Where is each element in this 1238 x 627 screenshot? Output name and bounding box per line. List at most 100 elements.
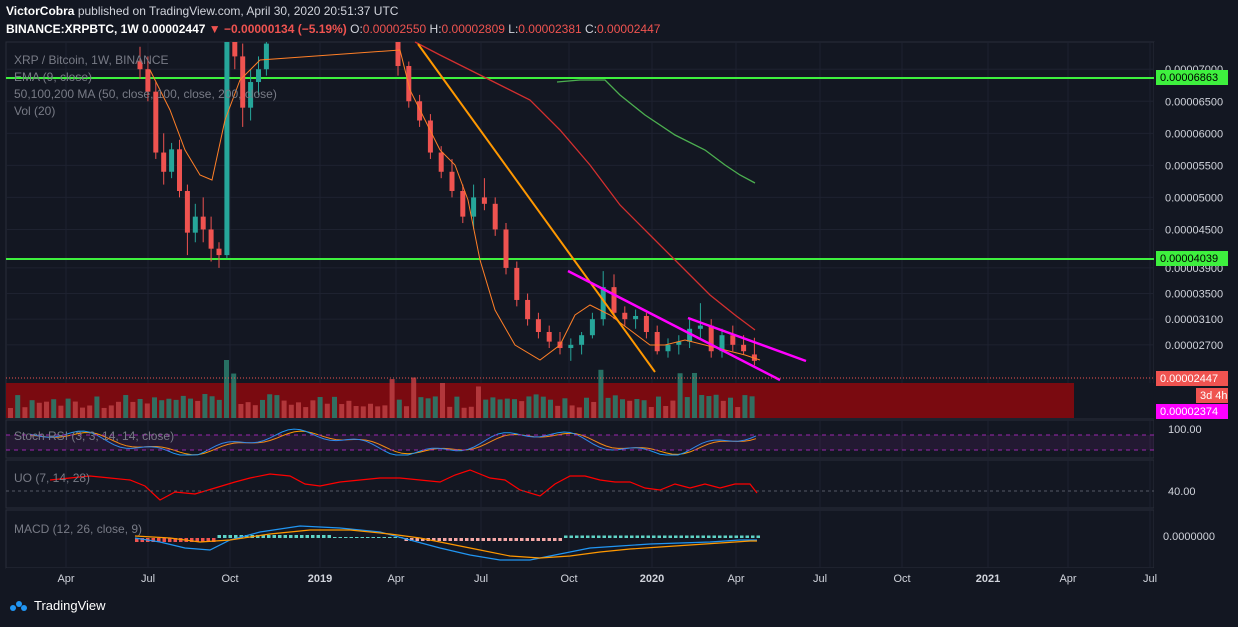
- candle-b-body-26: [676, 341, 682, 345]
- volume-bar-101: [735, 407, 741, 418]
- ma100-line: [556, 79, 756, 184]
- macd-bar: [201, 538, 205, 542]
- volume-bar-58: [425, 398, 431, 418]
- legend-title: XRP / Bitcoin, 1W, BINANCE: [14, 53, 169, 67]
- uo-pane[interactable]: [5, 459, 1155, 509]
- volume-bar-37: [274, 395, 280, 418]
- candle-b-body-3: [427, 120, 433, 153]
- volume-bar-20: [152, 397, 157, 418]
- volume-bar-73: [533, 394, 539, 418]
- volume-bar-99: [720, 400, 726, 418]
- macd-bar: [652, 535, 656, 538]
- macd-bar: [366, 537, 370, 538]
- volume-bar-29: [216, 399, 222, 418]
- author-name[interactable]: VictorCobra: [6, 4, 75, 18]
- volume-bar-8: [65, 398, 71, 418]
- macd-bar: [289, 535, 293, 538]
- volume-bar-32: [238, 404, 244, 418]
- price-change: −0.00000134 (−5.19%): [224, 22, 347, 36]
- macd-bar: [272, 535, 276, 538]
- macd-bar: [558, 538, 562, 541]
- macd-bar: [542, 538, 546, 541]
- open-value: 0.00002550: [362, 22, 427, 36]
- macd-bar: [157, 538, 161, 542]
- macd-bar: [602, 535, 606, 538]
- resistance-mid-label: 0.00004039: [1160, 253, 1218, 265]
- last-price-badge-label: 0.00002447: [1160, 373, 1218, 385]
- volume-bar-97: [706, 396, 712, 418]
- volume-bar-17: [130, 401, 136, 418]
- volume-bar-98: [713, 394, 719, 418]
- macd-bar: [696, 535, 700, 538]
- close-label: C:: [585, 22, 598, 36]
- macd-bar: [729, 535, 733, 538]
- volume-bar-62: [454, 396, 460, 418]
- brand-name[interactable]: TradingView: [34, 598, 106, 613]
- candle-b-body-8: [481, 197, 487, 204]
- macd-bar: [140, 538, 144, 542]
- price-scale[interactable]: [1154, 42, 1238, 570]
- volume-bar-4: [36, 402, 42, 418]
- ma50-line: [414, 41, 756, 331]
- candle-a-body-11: [224, 42, 230, 256]
- stoch-band: [6, 435, 1154, 450]
- macd-bar: [619, 535, 623, 538]
- candle-b-body-32: [741, 344, 747, 352]
- volume-bar-72: [526, 396, 532, 418]
- macd-bar: [646, 535, 650, 538]
- macd-bar: [382, 537, 386, 538]
- stoch-pane[interactable]: [5, 419, 1155, 459]
- macd-bar: [162, 538, 166, 542]
- macd-bar: [597, 535, 601, 538]
- macd-bar: [245, 535, 249, 538]
- volume-bar-93: [677, 373, 683, 418]
- volume-bar-23: [173, 399, 179, 418]
- macd-bar: [344, 537, 348, 538]
- macd-bar: [305, 535, 309, 538]
- volume-bar-74: [540, 396, 546, 418]
- volume-bar-12: [94, 396, 100, 418]
- volume-bar-92: [670, 400, 676, 418]
- macd-bar: [514, 538, 518, 541]
- open-label: O:: [350, 22, 363, 36]
- time-tick-2: Oct: [221, 573, 238, 585]
- macd-bar: [679, 535, 683, 538]
- macd-bar: [635, 535, 639, 538]
- price-tick-4: 0.00005000: [1165, 192, 1223, 204]
- time-tick-5: Jul: [474, 573, 488, 585]
- macd-bar: [723, 535, 727, 538]
- symbol-label: BINANCE:XRPBTC, 1W: [6, 22, 139, 36]
- volume-bar-43: [317, 397, 323, 418]
- volume-bar-69: [504, 398, 510, 418]
- candle-a-body-8: [200, 216, 206, 230]
- macd-bar: [663, 535, 667, 538]
- price-tick-8: 0.00003100: [1165, 314, 1223, 326]
- volume-bar-65: [476, 386, 481, 418]
- published-text: published on TradingView.com, April 30, …: [77, 4, 399, 18]
- macd-bar: [223, 535, 227, 538]
- volume-bar-15: [116, 401, 121, 418]
- magenta-trendline-lower: [687, 316, 807, 363]
- macd-bar: [751, 535, 755, 538]
- macd-bar: [470, 538, 474, 541]
- volume-bars: [8, 360, 755, 418]
- macd-bar: [212, 538, 216, 542]
- stoch-scale-label: 100.00: [1168, 424, 1202, 436]
- volume-bar-85: [620, 399, 625, 418]
- volume-bar-57: [418, 397, 424, 418]
- volume-bar-25: [188, 398, 193, 418]
- volume-bar-82: [598, 369, 604, 418]
- time-scale[interactable]: [6, 568, 1154, 588]
- macd-bar: [701, 535, 705, 538]
- low-value: 0.00002381: [518, 22, 582, 36]
- volume-bar-87: [634, 399, 640, 418]
- volume-bar-70: [512, 399, 517, 418]
- price-tick-2: 0.00006000: [1165, 128, 1223, 140]
- time-scale-ticks: Apr Jul Oct 2019 Apr Jul Oct 2020 Apr Jul Oct 2021 A…: [57, 573, 1157, 585]
- macd-bar: [520, 538, 524, 541]
- legend-vol: Vol (20): [14, 104, 55, 118]
- candle-a-body-7: [192, 216, 198, 233]
- macd-bar: [338, 537, 342, 538]
- macd-bar: [316, 535, 320, 538]
